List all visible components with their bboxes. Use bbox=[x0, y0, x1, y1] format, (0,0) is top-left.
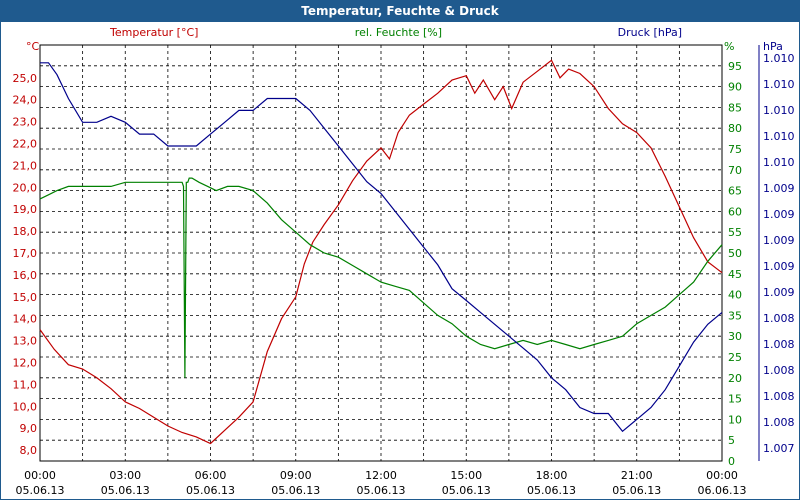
temp-tick-label: 15,0 bbox=[13, 291, 38, 304]
x-tick-time-label: 03:00 bbox=[109, 469, 141, 482]
pressure-tick-label: 1.007 bbox=[763, 442, 795, 455]
temp-tick-label: 10,0 bbox=[13, 400, 38, 413]
x-tick-date-label: 05.06.13 bbox=[271, 484, 320, 497]
x-tick-time-label: 18:00 bbox=[536, 469, 568, 482]
temp-tick-label: 8,0 bbox=[20, 444, 38, 457]
pressure-tick-label: 1.010 bbox=[763, 78, 795, 91]
temp-axis-title: Temperatur [°C] bbox=[109, 26, 198, 39]
pressure-tick-label: 1.008 bbox=[763, 338, 795, 351]
humidity-tick-label: 40 bbox=[728, 289, 742, 302]
chart-title: Temperatur, Feuchte & Druck bbox=[0, 0, 800, 22]
x-tick-time-label: 21:00 bbox=[621, 469, 653, 482]
pressure-tick-label: 1.008 bbox=[763, 312, 795, 325]
humidity-tick-label: 0 bbox=[728, 455, 735, 468]
temp-tick-label: 14,0 bbox=[13, 313, 38, 326]
pressure-tick-label: 1.009 bbox=[763, 234, 795, 247]
pressure-tick-label: 1.009 bbox=[763, 286, 795, 299]
humidity-tick-label: 25 bbox=[728, 351, 742, 364]
x-tick-time-label: 15:00 bbox=[450, 469, 482, 482]
humidity-axis-title: rel. Feuchte [%] bbox=[355, 26, 442, 39]
humidity-tick-label: 60 bbox=[728, 205, 742, 218]
temp-tick-label: 9,0 bbox=[20, 422, 38, 435]
temp-unit-label: °C bbox=[26, 40, 40, 53]
temp-tick-label: 18,0 bbox=[13, 225, 38, 238]
temp-tick-label: 12,0 bbox=[13, 356, 38, 369]
pressure-axis-title: Druck [hPa] bbox=[618, 26, 682, 39]
humidity-tick-label: 5 bbox=[728, 434, 735, 447]
humidity-tick-label: 30 bbox=[728, 330, 742, 343]
humidity-tick-label: 35 bbox=[728, 309, 742, 322]
pressure-tick-label: 1.008 bbox=[763, 364, 795, 377]
humidity-tick-label: 15 bbox=[728, 393, 742, 406]
x-tick-time-label: 12:00 bbox=[365, 469, 397, 482]
pressure-tick-label: 1.008 bbox=[763, 416, 795, 429]
humidity-tick-label: 90 bbox=[728, 81, 742, 94]
humidity-tick-label: 75 bbox=[728, 143, 742, 156]
pressure-tick-label: 1.010 bbox=[763, 104, 795, 117]
humidity-tick-label: 70 bbox=[728, 164, 742, 177]
temp-tick-label: 23,0 bbox=[13, 116, 38, 129]
humidity-tick-label: 95 bbox=[728, 60, 742, 73]
humidity-tick-label: 85 bbox=[728, 101, 742, 114]
x-tick-time-label: 06:00 bbox=[195, 469, 227, 482]
temp-tick-label: 13,0 bbox=[13, 335, 38, 348]
pressure-tick-label: 1.008 bbox=[763, 390, 795, 403]
x-tick-date-label: 05.06.13 bbox=[357, 484, 406, 497]
pressure-tick-label: 1.010 bbox=[763, 156, 795, 169]
x-tick-date-label: 05.06.13 bbox=[612, 484, 661, 497]
humidity-tick-label: 20 bbox=[728, 372, 742, 385]
pressure-tick-label: 1.009 bbox=[763, 208, 795, 221]
humidity-tick-label: 50 bbox=[728, 247, 742, 260]
humidity-tick-label: 10 bbox=[728, 413, 742, 426]
pressure-tick-label: 1.009 bbox=[763, 260, 795, 273]
pressure-unit-label: hPa bbox=[763, 40, 783, 53]
x-tick-date-label: 05.06.13 bbox=[16, 484, 65, 497]
temp-tick-label: 11,0 bbox=[13, 378, 38, 391]
temp-tick-label: 16,0 bbox=[13, 269, 38, 282]
temp-tick-label: 17,0 bbox=[13, 247, 38, 260]
temp-tick-label: 25,0 bbox=[13, 72, 38, 85]
x-tick-date-label: 05.06.13 bbox=[186, 484, 235, 497]
x-tick-date-label: 05.06.13 bbox=[442, 484, 491, 497]
pressure-tick-label: 1.010 bbox=[763, 52, 795, 65]
temp-tick-label: 19,0 bbox=[13, 203, 38, 216]
x-tick-time-label: 00:00 bbox=[24, 469, 56, 482]
humidity-tick-label: 65 bbox=[728, 185, 742, 198]
x-tick-time-label: 00:00 bbox=[706, 469, 738, 482]
temp-tick-label: 24,0 bbox=[13, 94, 38, 107]
pressure-tick-label: 1.009 bbox=[763, 182, 795, 195]
series-line-press bbox=[40, 62, 723, 433]
humidity-unit-label: % bbox=[724, 40, 734, 53]
series-line-hum bbox=[39, 177, 723, 378]
plot-area-frame bbox=[39, 44, 723, 462]
humidity-tick-label: 55 bbox=[728, 226, 742, 239]
series-line-temp bbox=[39, 59, 723, 445]
x-tick-time-label: 09:00 bbox=[280, 469, 312, 482]
x-tick-date-label: 05.06.13 bbox=[101, 484, 150, 497]
humidity-tick-label: 80 bbox=[728, 122, 742, 135]
temp-tick-label: 20,0 bbox=[13, 181, 38, 194]
x-tick-date-label: 06.06.13 bbox=[698, 484, 747, 497]
temp-tick-label: 21,0 bbox=[13, 159, 38, 172]
pressure-tick-label: 1.010 bbox=[763, 130, 795, 143]
humidity-tick-label: 45 bbox=[728, 268, 742, 281]
x-tick-date-label: 05.06.13 bbox=[527, 484, 576, 497]
temp-tick-label: 22,0 bbox=[13, 138, 38, 151]
